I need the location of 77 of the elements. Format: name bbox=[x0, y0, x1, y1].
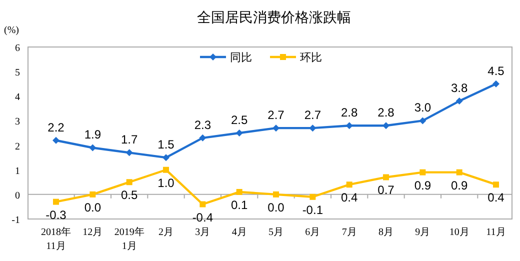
x-tick-label: 4月 bbox=[232, 227, 247, 238]
legend-label: 同比 bbox=[230, 51, 252, 64]
data-label: 1.9 bbox=[84, 128, 102, 142]
point bbox=[236, 188, 242, 195]
point bbox=[493, 182, 499, 188]
y-tick-label: 6 bbox=[15, 43, 20, 54]
x-tick-label: 2月 bbox=[158, 227, 174, 238]
point bbox=[236, 130, 243, 136]
y-tick-label: 3 bbox=[15, 116, 20, 128]
data-label: 2.8 bbox=[378, 106, 395, 120]
data-label: 0.0 bbox=[84, 200, 102, 214]
y-tick-label: 5 bbox=[15, 68, 20, 79]
point bbox=[273, 191, 279, 198]
x-tick-label: 2018年 11月 bbox=[41, 226, 71, 252]
y-tick-label: -1 bbox=[12, 215, 20, 226]
data-label: 0.9 bbox=[450, 178, 468, 192]
data-label: 1.7 bbox=[120, 132, 138, 147]
data-label: 0.5 bbox=[120, 188, 138, 202]
point bbox=[346, 182, 352, 188]
data-label: -0.3 bbox=[46, 208, 67, 222]
point bbox=[419, 117, 426, 124]
point bbox=[310, 194, 316, 200]
x-tick-label: 8月 bbox=[378, 227, 394, 238]
data-label: 0.9 bbox=[414, 178, 432, 192]
point bbox=[199, 134, 206, 142]
x-tick-label: 3月 bbox=[195, 227, 210, 238]
y-tick-label: 2 bbox=[15, 141, 20, 152]
point bbox=[383, 174, 389, 180]
point bbox=[272, 124, 280, 132]
data-label: 3.0 bbox=[414, 100, 432, 115]
point bbox=[309, 124, 316, 132]
x-tick-label: 11月 bbox=[486, 227, 506, 238]
point bbox=[163, 166, 169, 173]
point bbox=[200, 201, 206, 208]
data-label: -0.1 bbox=[302, 202, 324, 217]
data-label: 1.0 bbox=[158, 176, 175, 190]
data-label: 2.5 bbox=[230, 113, 248, 127]
y-tick-label: 0 bbox=[15, 190, 20, 202]
point bbox=[382, 122, 390, 130]
data-label: 0.4 bbox=[340, 190, 358, 205]
y-tick-label: 4 bbox=[15, 92, 20, 104]
x-tick-label: 5月 bbox=[268, 227, 284, 238]
data-label: 0.1 bbox=[230, 198, 248, 212]
point bbox=[90, 191, 96, 198]
data-label: 2.8 bbox=[340, 106, 358, 120]
data-label: 3.8 bbox=[450, 81, 468, 96]
data-label: 2.7 bbox=[268, 108, 285, 122]
x-tick-label: 2019年 1月 bbox=[114, 226, 144, 252]
chart-title: 全国居民消费价格涨跌幅 bbox=[197, 9, 351, 25]
point bbox=[89, 144, 96, 152]
data-label: 2.3 bbox=[194, 118, 212, 132]
point bbox=[492, 80, 500, 88]
point bbox=[456, 98, 463, 105]
point bbox=[346, 122, 353, 130]
x-tick-label: 6月 bbox=[305, 227, 320, 238]
point bbox=[126, 179, 132, 186]
data-label: 1.5 bbox=[158, 138, 175, 152]
point bbox=[420, 169, 426, 176]
data-label: 0.0 bbox=[268, 200, 285, 214]
x-tick-label: 10月 bbox=[449, 227, 470, 238]
x-tick-label: 9月 bbox=[415, 227, 430, 238]
legend-label: 环比 bbox=[300, 51, 322, 64]
x-tick-label: 7月 bbox=[342, 227, 357, 238]
data-label: 0.7 bbox=[378, 183, 395, 198]
data-label: 0.4 bbox=[488, 190, 505, 205]
y-axis-title: (%) bbox=[4, 25, 19, 36]
point bbox=[162, 154, 170, 162]
point bbox=[456, 169, 462, 176]
point bbox=[126, 149, 133, 156]
y-tick-label: 1 bbox=[15, 166, 20, 177]
point bbox=[53, 198, 59, 205]
data-label: -0.4 bbox=[192, 210, 214, 224]
x-tick-label: 12月 bbox=[82, 227, 103, 238]
data-label: 4.5 bbox=[488, 64, 505, 78]
point bbox=[52, 136, 60, 144]
data-label: 2.2 bbox=[48, 120, 65, 134]
data-label: 2.7 bbox=[304, 108, 322, 122]
